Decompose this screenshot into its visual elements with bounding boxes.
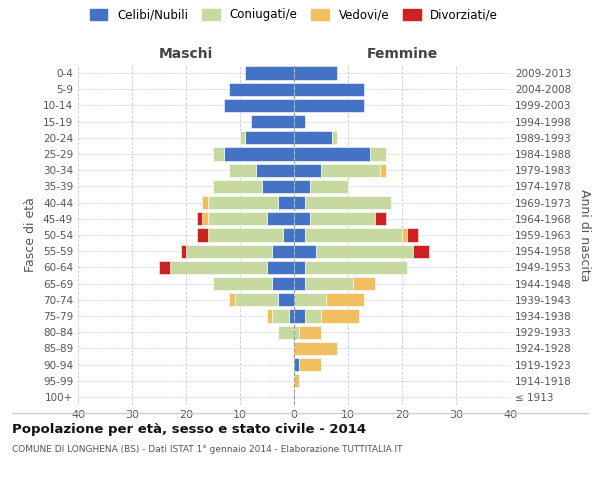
Bar xyxy=(197,228,208,241)
Bar xyxy=(294,228,305,241)
Bar xyxy=(321,164,380,177)
Bar xyxy=(305,277,353,290)
Bar xyxy=(267,260,294,274)
Bar xyxy=(294,164,321,177)
Bar xyxy=(224,99,294,112)
Bar xyxy=(310,180,348,193)
Bar xyxy=(235,293,278,306)
Bar xyxy=(278,196,294,209)
Bar xyxy=(380,164,386,177)
Bar xyxy=(316,244,413,258)
Bar xyxy=(294,212,310,226)
Bar xyxy=(294,180,310,193)
Bar xyxy=(294,82,364,96)
Bar xyxy=(278,326,294,339)
Bar xyxy=(262,180,294,193)
Bar xyxy=(294,277,305,290)
Bar xyxy=(245,66,294,80)
Bar xyxy=(289,310,294,322)
Text: Maschi: Maschi xyxy=(159,47,213,61)
Bar xyxy=(229,293,235,306)
Bar xyxy=(283,228,294,241)
Bar xyxy=(272,244,294,258)
Bar xyxy=(240,131,245,144)
Bar xyxy=(305,310,321,322)
Text: COMUNE DI LONGHENA (BS) - Dati ISTAT 1° gennaio 2014 - Elaborazione TUTTITALIA.I: COMUNE DI LONGHENA (BS) - Dati ISTAT 1° … xyxy=(12,445,403,454)
Bar xyxy=(321,310,359,322)
Bar xyxy=(305,228,402,241)
Bar xyxy=(229,82,294,96)
Bar xyxy=(181,244,186,258)
Bar xyxy=(294,293,326,306)
Bar xyxy=(186,244,272,258)
Bar xyxy=(294,66,337,80)
Bar xyxy=(294,115,305,128)
Bar xyxy=(353,277,375,290)
Bar xyxy=(202,196,208,209)
Bar xyxy=(294,99,364,112)
Y-axis label: Fasce di età: Fasce di età xyxy=(25,198,37,272)
Text: Femmine: Femmine xyxy=(367,47,437,61)
Y-axis label: Anni di nascita: Anni di nascita xyxy=(578,188,591,281)
Bar xyxy=(256,164,294,177)
Bar xyxy=(272,277,294,290)
Bar xyxy=(310,212,375,226)
Bar xyxy=(332,131,337,144)
Bar xyxy=(299,326,321,339)
Bar xyxy=(294,260,305,274)
Bar xyxy=(213,277,272,290)
Bar xyxy=(370,148,386,160)
Bar xyxy=(272,310,289,322)
Bar xyxy=(251,115,294,128)
Bar xyxy=(299,358,321,371)
Bar xyxy=(208,212,267,226)
Bar xyxy=(407,228,418,241)
Bar xyxy=(294,374,299,388)
Bar xyxy=(159,260,170,274)
Bar xyxy=(402,228,407,241)
Bar xyxy=(213,148,224,160)
Bar xyxy=(208,196,278,209)
Bar xyxy=(305,260,407,274)
Bar xyxy=(202,212,208,226)
Bar xyxy=(294,196,305,209)
Bar xyxy=(245,131,294,144)
Bar xyxy=(294,358,299,371)
Bar xyxy=(213,180,262,193)
Bar xyxy=(294,148,370,160)
Bar xyxy=(170,260,267,274)
Bar xyxy=(267,212,294,226)
Bar xyxy=(278,293,294,306)
Bar xyxy=(208,228,283,241)
Bar xyxy=(224,148,294,160)
Bar xyxy=(305,196,391,209)
Bar xyxy=(375,212,386,226)
Bar xyxy=(294,342,337,355)
Bar xyxy=(294,310,305,322)
Text: Popolazione per età, sesso e stato civile - 2014: Popolazione per età, sesso e stato civil… xyxy=(12,422,366,436)
Bar xyxy=(294,244,316,258)
Bar xyxy=(197,212,202,226)
Bar xyxy=(326,293,364,306)
Bar xyxy=(267,310,272,322)
Bar xyxy=(413,244,429,258)
Bar xyxy=(229,164,256,177)
Bar xyxy=(294,131,332,144)
Bar xyxy=(294,326,299,339)
Legend: Celibi/Nubili, Coniugati/e, Vedovi/e, Divorziati/e: Celibi/Nubili, Coniugati/e, Vedovi/e, Di… xyxy=(90,8,498,22)
